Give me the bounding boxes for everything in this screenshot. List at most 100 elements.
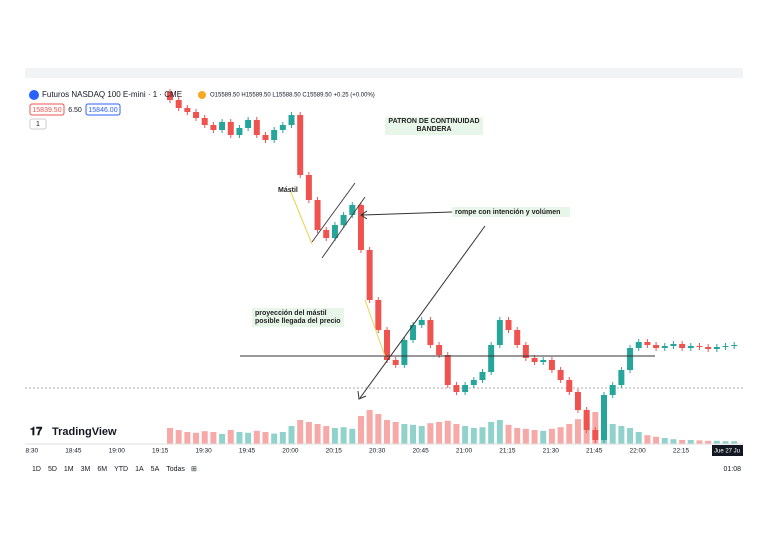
indicator-count[interactable]: 1 <box>36 121 40 128</box>
volume-bar <box>427 423 434 444</box>
note: posible llegada del precio <box>255 318 341 325</box>
candle <box>731 345 738 346</box>
note-bg <box>252 308 344 327</box>
volume-bar <box>522 428 529 444</box>
volume-bar <box>340 427 347 444</box>
flag-line <box>311 182 356 243</box>
candle <box>687 346 694 348</box>
candle <box>340 215 347 225</box>
candle <box>644 342 651 345</box>
candle <box>548 360 555 370</box>
note: BANDERA <box>417 126 452 133</box>
volume-bar <box>331 428 338 444</box>
volume-bar <box>505 424 512 444</box>
volume-bar <box>531 430 538 444</box>
volume-bar <box>696 440 703 444</box>
volume-bar <box>288 426 295 444</box>
candle <box>314 200 321 230</box>
range-button[interactable]: 3M <box>81 466 91 473</box>
volume-bar <box>731 441 738 444</box>
candle <box>601 395 607 440</box>
candle <box>522 345 529 358</box>
volume-bar <box>679 440 686 444</box>
range-button[interactable]: Todas <box>166 466 185 473</box>
volume-bar <box>644 435 651 444</box>
volume-bar <box>635 432 642 444</box>
volume-bar <box>574 419 581 444</box>
candle <box>175 100 182 108</box>
candle <box>193 112 200 118</box>
candle <box>288 115 295 125</box>
symbol-icon <box>29 90 39 100</box>
range-button[interactable]: 1M <box>64 466 74 473</box>
note-bg <box>385 117 483 135</box>
volume-bar <box>566 424 573 444</box>
logo-mark: 𝟏𝟕 <box>30 426 43 438</box>
candle <box>245 120 252 128</box>
range-button[interactable]: 1D <box>32 466 41 473</box>
candle <box>722 346 729 347</box>
candle <box>670 344 677 346</box>
volume-bar <box>245 432 252 444</box>
symbol: Futuros NASDAQ 100 E-mini · 1 · CME <box>42 90 182 99</box>
note: Mástil <box>278 187 298 194</box>
candle <box>496 320 503 345</box>
candle <box>279 125 286 130</box>
candle <box>470 380 477 385</box>
volume-bar <box>661 438 668 444</box>
volume-bar <box>201 431 208 444</box>
candle <box>167 92 173 100</box>
volume-bar <box>375 414 382 444</box>
calendar-icon[interactable]: ⊞ <box>191 466 197 473</box>
candle <box>462 385 469 392</box>
browser-bar <box>25 68 743 78</box>
volume-bar <box>236 432 243 444</box>
candle <box>297 115 304 175</box>
candle <box>184 108 191 112</box>
candle <box>479 372 486 380</box>
candle <box>705 347 712 349</box>
range-button[interactable]: 6M <box>97 466 107 473</box>
indicator-toggle[interactable] <box>29 118 47 130</box>
buy-box[interactable] <box>85 103 121 116</box>
volume-bar <box>366 410 373 444</box>
candle <box>566 380 573 392</box>
range-button[interactable]: YTD <box>114 466 128 473</box>
range-button[interactable]: 1A <box>135 466 144 473</box>
candle <box>609 385 616 395</box>
volume-bar <box>722 441 729 444</box>
volume-bar <box>627 428 634 444</box>
volume-bar <box>253 430 260 444</box>
sell-price[interactable]: 15839.50 <box>32 107 61 114</box>
chart-panel <box>25 78 743 478</box>
sell-box[interactable] <box>29 103 65 116</box>
note: rompe con intención y volúmen <box>455 209 560 216</box>
volume-bar <box>227 430 234 444</box>
candle <box>444 355 451 385</box>
volume-bar <box>670 439 677 444</box>
buy-price[interactable]: 15846.00 <box>88 107 117 114</box>
volume-bar <box>349 428 356 444</box>
candle <box>505 320 512 330</box>
candle <box>357 205 364 250</box>
spread: 6.50 <box>68 107 82 114</box>
x-tick-label: 19:00 <box>109 448 126 455</box>
range-button[interactable]: 5A <box>151 466 160 473</box>
flag-line <box>321 196 366 259</box>
candle <box>210 125 217 130</box>
volume-bar <box>470 428 477 444</box>
candle <box>540 360 547 362</box>
x-tick-label: 21:00 <box>456 448 473 455</box>
candle <box>418 320 425 325</box>
candle <box>271 130 278 140</box>
ohlc: O15589.50 H15589.50 L15588.50 C15589.50 … <box>210 93 375 99</box>
range-button[interactable]: 5D <box>48 466 57 473</box>
volume-bar <box>167 428 173 444</box>
candle <box>375 300 382 330</box>
volume-bar <box>540 430 547 444</box>
candle <box>453 385 460 392</box>
candle <box>236 128 243 135</box>
candle <box>653 345 660 348</box>
candle <box>392 360 399 365</box>
